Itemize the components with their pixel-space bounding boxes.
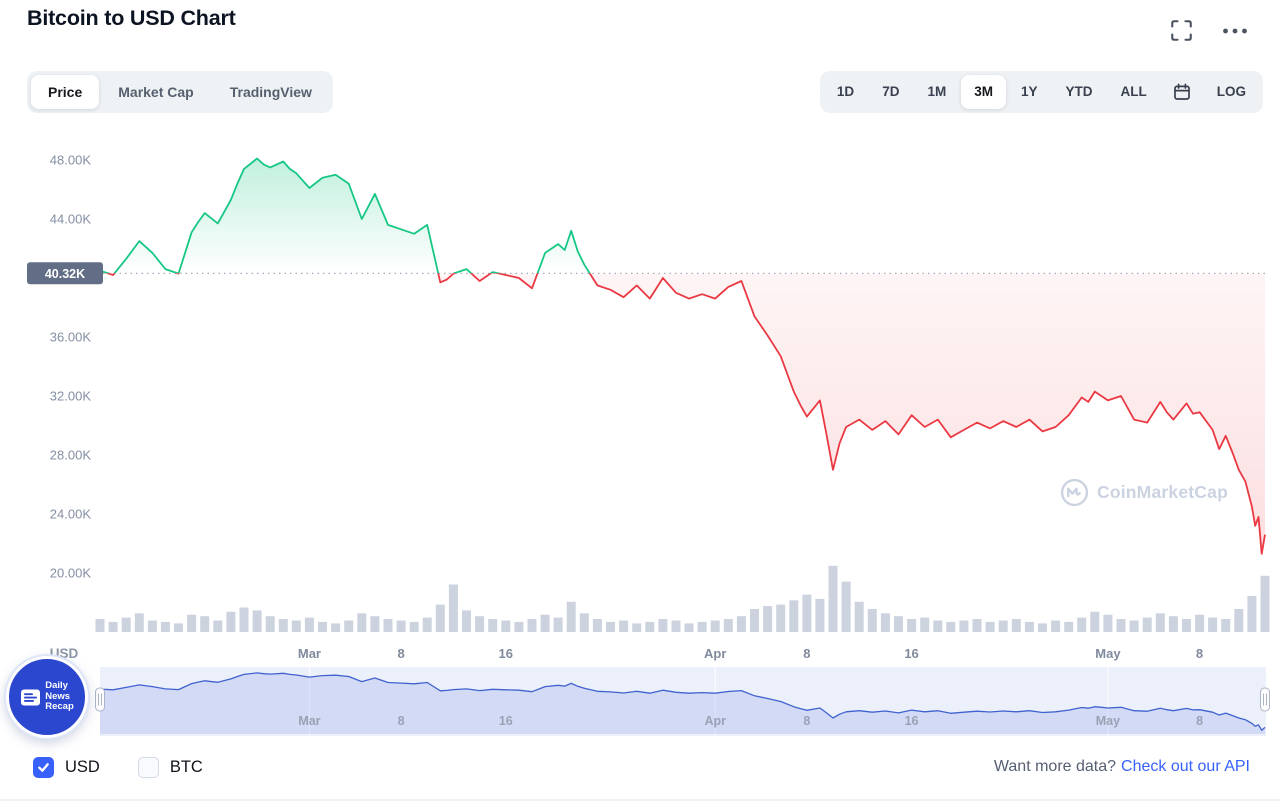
svg-text:8: 8 (1196, 646, 1203, 661)
currency-toggles: USD BTC (33, 756, 203, 778)
range-1m[interactable]: 1M (914, 75, 959, 109)
ellipsis-icon (1223, 28, 1247, 33)
svg-text:16: 16 (499, 714, 513, 728)
fullscreen-button[interactable] (1169, 18, 1194, 43)
svg-text:44.00K: 44.00K (50, 212, 92, 227)
coinmarketcap-watermark: CoinMarketCap (1060, 478, 1228, 507)
svg-text:8: 8 (398, 714, 405, 728)
range-navigator[interactable]: Mar 8 16 Apr 8 16 May 8 (95, 667, 1270, 736)
calendar-button[interactable] (1162, 75, 1202, 109)
svg-text:Mar: Mar (298, 714, 320, 728)
svg-text:40.32K: 40.32K (45, 267, 85, 281)
svg-text:8: 8 (397, 646, 404, 661)
range-1d[interactable]: 1D (824, 75, 867, 109)
fullscreen-icon (1171, 20, 1192, 41)
log-scale-button[interactable]: LOG (1204, 75, 1259, 109)
more-options-button[interactable] (1220, 25, 1250, 37)
svg-text:May: May (1095, 646, 1121, 661)
chart-footer: USD BTC Want more data? Check out our API (0, 748, 1280, 786)
calendar-icon (1173, 83, 1190, 100)
daily-news-recap-badge[interactable]: Daily News Recap (6, 656, 88, 738)
chart-type-tabs: Price Market Cap TradingView (27, 71, 333, 113)
range-ytd[interactable]: YTD (1053, 75, 1106, 109)
price-chart-canvas[interactable]: 48.00K 44.00K 36.00K 32.00K 28.00K 24.00K 20.0… (0, 0, 1280, 745)
api-promo: Want more data? Check out our API (994, 758, 1250, 776)
news-card-icon (21, 689, 41, 705)
tab-market-cap[interactable]: Market Cap (101, 75, 210, 109)
usd-checkbox-checked[interactable] (33, 756, 54, 778)
page-title: Bitcoin to USD Chart (27, 6, 236, 30)
btc-checkbox-unchecked[interactable] (137, 756, 159, 778)
usd-toggle[interactable]: USD (33, 756, 100, 778)
news-badge-text: Daily News Recap (45, 680, 74, 713)
svg-text:32.00K: 32.00K (50, 389, 92, 404)
tab-tradingview[interactable]: TradingView (213, 75, 329, 109)
range-all[interactable]: ALL (1108, 75, 1160, 109)
svg-text:28.00K: 28.00K (50, 448, 92, 463)
range-1y[interactable]: 1Y (1008, 75, 1051, 109)
header-actions (1169, 18, 1250, 43)
api-link[interactable]: Check out our API (1121, 758, 1250, 775)
svg-text:48.00K: 48.00K (50, 153, 92, 168)
btc-toggle-label: BTC (169, 757, 203, 776)
range-3m[interactable]: 3M (961, 75, 1006, 109)
svg-text:16: 16 (904, 646, 918, 661)
svg-text:Apr: Apr (704, 646, 726, 661)
svg-text:Mar: Mar (298, 646, 321, 661)
svg-text:20.00K: 20.00K (50, 566, 92, 581)
svg-text:8: 8 (1196, 714, 1203, 728)
bottom-divider (0, 799, 1280, 801)
btc-toggle[interactable]: BTC (137, 756, 203, 778)
usd-toggle-label: USD (65, 757, 100, 776)
svg-text:24.00K: 24.00K (50, 507, 92, 522)
range-selector: 1D 7D 1M 3M 1Y YTD ALL LOG (819, 71, 1263, 113)
svg-text:36.00K: 36.00K (50, 330, 92, 345)
main-price-chart[interactable]: 48.00K 44.00K 36.00K 32.00K 28.00K 24.00K 20.0… (27, 153, 1270, 662)
svg-text:8: 8 (803, 646, 810, 661)
svg-text:16: 16 (499, 646, 513, 661)
api-promo-text: Want more data? (993, 758, 1117, 775)
svg-text:May: May (1096, 714, 1120, 728)
coinmarketcap-logo-icon (1060, 478, 1089, 507)
svg-text:8: 8 (803, 714, 810, 728)
range-7d[interactable]: 7D (869, 75, 912, 109)
check-icon (38, 762, 49, 772)
svg-text:Apr: Apr (704, 714, 726, 728)
svg-text:16: 16 (905, 714, 919, 728)
tab-price[interactable]: Price (31, 75, 100, 109)
